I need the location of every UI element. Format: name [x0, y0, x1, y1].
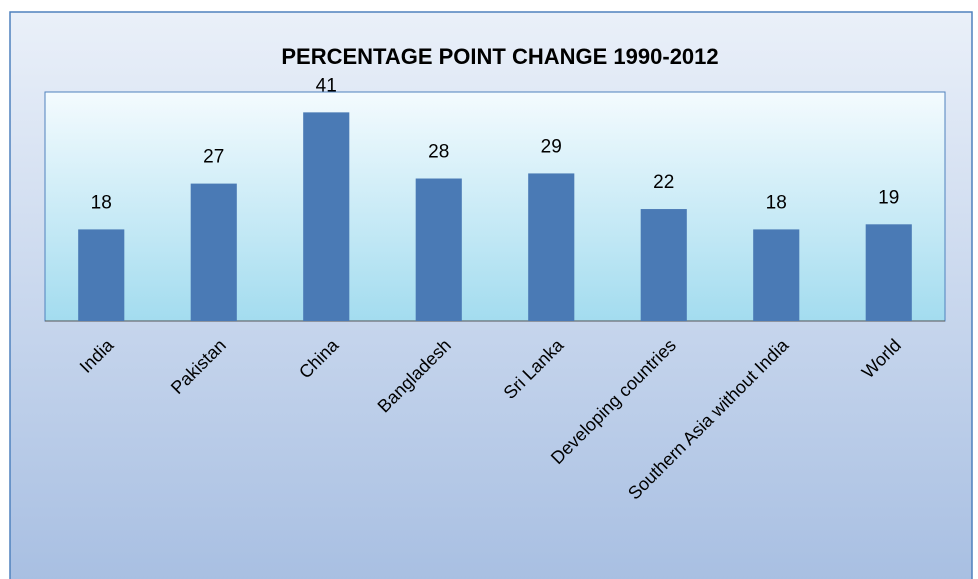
bar — [640, 209, 687, 321]
plot-area — [44, 91, 946, 322]
value-label: 27 — [203, 147, 224, 168]
bar — [303, 112, 350, 321]
value-label: 19 — [878, 187, 899, 208]
chart-title: PERCENTAGE POINT CHANGE 1990-2012 — [281, 44, 718, 69]
bar — [415, 178, 462, 321]
bar — [528, 173, 575, 321]
bar — [190, 183, 237, 321]
bar — [865, 224, 912, 321]
value-label: 18 — [766, 192, 787, 213]
bar — [753, 229, 800, 321]
value-label: 29 — [541, 136, 562, 157]
value-label: 28 — [428, 142, 449, 163]
value-label: 41 — [316, 75, 337, 96]
value-label: 22 — [653, 172, 674, 193]
bar — [78, 229, 125, 321]
value-label: 18 — [91, 192, 112, 213]
